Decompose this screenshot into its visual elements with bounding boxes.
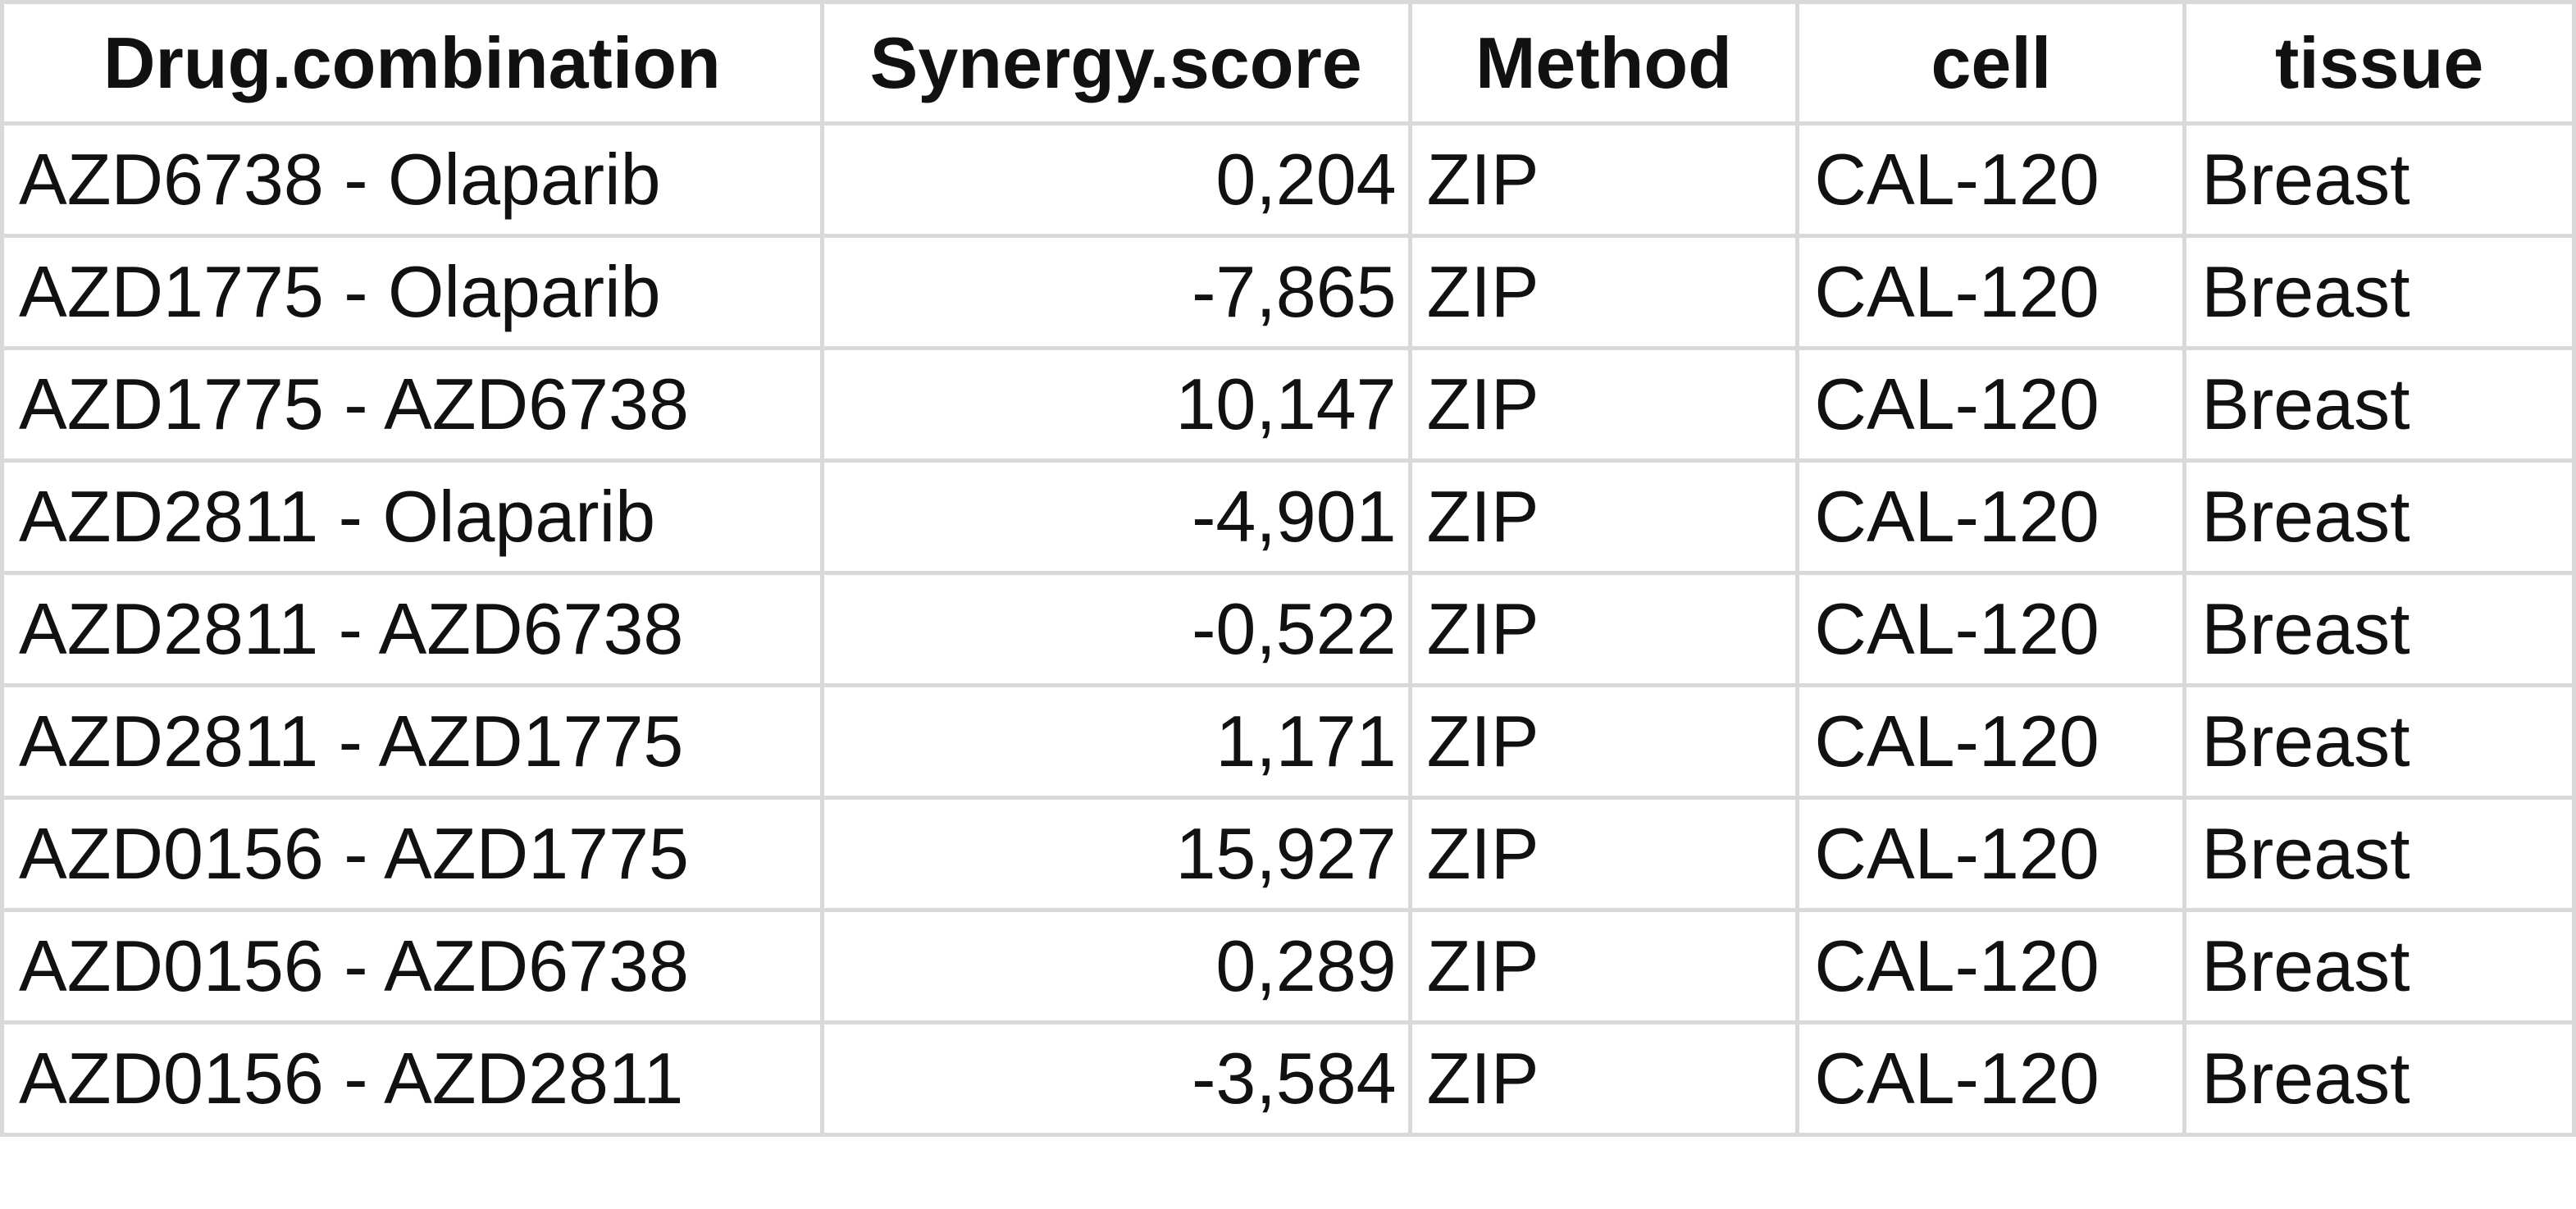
drug-combination-cell[interactable]: AZD2811 - AZD6738 <box>0 571 824 687</box>
header-drug-combination[interactable]: Drug.combination <box>0 0 824 125</box>
method-cell[interactable]: ZIP <box>1407 121 1800 238</box>
drug-combination-cell[interactable]: AZD0156 - AZD1775 <box>0 796 824 912</box>
method-cell[interactable]: ZIP <box>1407 796 1800 912</box>
header-cell[interactable]: cell <box>1795 0 2187 125</box>
table-row: AZD2811 - AZD1775 1,171 ZIP CAL-120 Brea… <box>0 683 2576 800</box>
tissue-cell[interactable]: Breast <box>2182 571 2576 687</box>
method-cell[interactable]: ZIP <box>1407 908 1800 1024</box>
synergy-score-cell[interactable]: -3,584 <box>819 1020 1412 1137</box>
synergy-score-cell[interactable]: 0,204 <box>819 121 1412 238</box>
synergy-score-cell[interactable]: 1,171 <box>819 683 1412 800</box>
tissue-cell[interactable]: Breast <box>2182 908 2576 1024</box>
method-cell[interactable]: ZIP <box>1407 234 1800 350</box>
method-cell[interactable]: ZIP <box>1407 346 1800 463</box>
header-synergy-score[interactable]: Synergy.score <box>819 0 1412 125</box>
drug-combination-cell[interactable]: AZD1775 - AZD6738 <box>0 346 824 463</box>
method-cell[interactable]: ZIP <box>1407 571 1800 687</box>
synergy-score-cell[interactable]: 10,147 <box>819 346 1412 463</box>
drug-combination-cell[interactable]: AZD2811 - Olaparib <box>0 459 824 575</box>
tissue-cell[interactable]: Breast <box>2182 459 2576 575</box>
tissue-cell[interactable]: Breast <box>2182 121 2576 238</box>
drug-combination-cell[interactable]: AZD0156 - AZD6738 <box>0 908 824 1024</box>
cell-line-cell[interactable]: CAL-120 <box>1795 908 2187 1024</box>
table-row: AZD2811 - AZD6738 -0,522 ZIP CAL-120 Bre… <box>0 571 2576 687</box>
drug-combination-cell[interactable]: AZD6738 - Olaparib <box>0 121 824 238</box>
tissue-cell[interactable]: Breast <box>2182 796 2576 912</box>
table-row: AZD0156 - AZD6738 0,289 ZIP CAL-120 Brea… <box>0 908 2576 1024</box>
synergy-score-cell[interactable]: -4,901 <box>819 459 1412 575</box>
drug-combination-cell[interactable]: AZD0156 - AZD2811 <box>0 1020 824 1137</box>
tissue-cell[interactable]: Breast <box>2182 346 2576 463</box>
cell-line-cell[interactable]: CAL-120 <box>1795 683 2187 800</box>
table-row: AZD6738 - Olaparib 0,204 ZIP CAL-120 Bre… <box>0 121 2576 238</box>
header-row: Drug.combination Synergy.score Method ce… <box>0 0 2576 125</box>
table-row: AZD1775 - AZD6738 10,147 ZIP CAL-120 Bre… <box>0 346 2576 463</box>
table-row: AZD1775 - Olaparib -7,865 ZIP CAL-120 Br… <box>0 234 2576 350</box>
cell-line-cell[interactable]: CAL-120 <box>1795 571 2187 687</box>
cell-line-cell[interactable]: CAL-120 <box>1795 796 2187 912</box>
tissue-cell[interactable]: Breast <box>2182 234 2576 350</box>
cell-line-cell[interactable]: CAL-120 <box>1795 121 2187 238</box>
cell-line-cell[interactable]: CAL-120 <box>1795 234 2187 350</box>
tissue-cell[interactable]: Breast <box>2182 683 2576 800</box>
header-method[interactable]: Method <box>1407 0 1800 125</box>
table-row: AZD0156 - AZD2811 -3,584 ZIP CAL-120 Bre… <box>0 1020 2576 1137</box>
synergy-score-cell[interactable]: -0,522 <box>819 571 1412 687</box>
cell-line-cell[interactable]: CAL-120 <box>1795 459 2187 575</box>
synergy-table: Drug.combination Synergy.score Method ce… <box>0 0 2576 1137</box>
drug-combination-cell[interactable]: AZD2811 - AZD1775 <box>0 683 824 800</box>
method-cell[interactable]: ZIP <box>1407 683 1800 800</box>
tissue-cell[interactable]: Breast <box>2182 1020 2576 1137</box>
cell-line-cell[interactable]: CAL-120 <box>1795 1020 2187 1137</box>
synergy-score-cell[interactable]: 0,289 <box>819 908 1412 1024</box>
header-tissue[interactable]: tissue <box>2182 0 2576 125</box>
method-cell[interactable]: ZIP <box>1407 459 1800 575</box>
table-row: AZD2811 - Olaparib -4,901 ZIP CAL-120 Br… <box>0 459 2576 575</box>
cell-line-cell[interactable]: CAL-120 <box>1795 346 2187 463</box>
drug-combination-cell[interactable]: AZD1775 - Olaparib <box>0 234 824 350</box>
synergy-score-cell[interactable]: 15,927 <box>819 796 1412 912</box>
table-row: AZD0156 - AZD1775 15,927 ZIP CAL-120 Bre… <box>0 796 2576 912</box>
synergy-score-cell[interactable]: -7,865 <box>819 234 1412 350</box>
method-cell[interactable]: ZIP <box>1407 1020 1800 1137</box>
